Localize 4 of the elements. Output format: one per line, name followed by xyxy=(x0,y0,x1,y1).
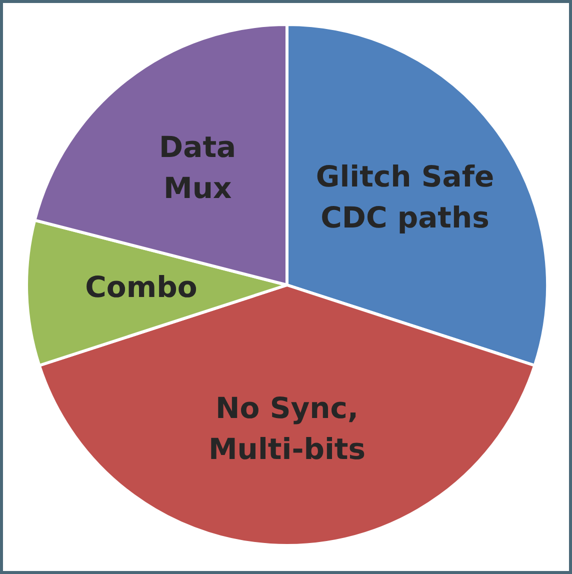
slice-label: Combo xyxy=(85,270,198,304)
slice-label: No Sync, Multi-bits xyxy=(208,390,366,466)
slice-label: Data Mux xyxy=(159,130,236,205)
slice-label: Glitch Safe CDC paths xyxy=(316,159,494,234)
